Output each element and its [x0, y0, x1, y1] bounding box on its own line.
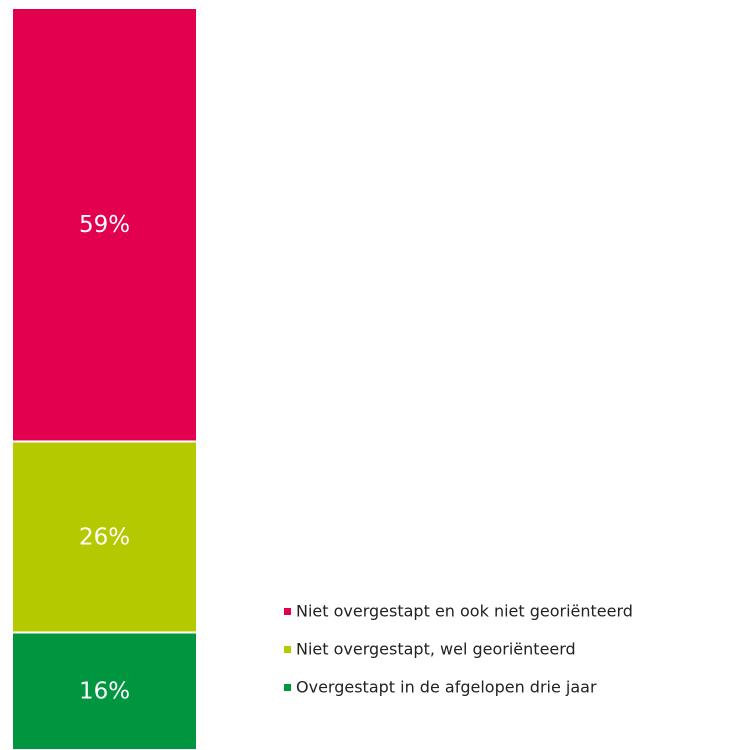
data-label: 59%: [79, 212, 130, 238]
legend-swatch: [284, 684, 291, 691]
legend-label: Niet overgestapt en ook niet georiënteer…: [296, 602, 633, 621]
legend-label: Niet overgestapt, wel georiënteerd: [296, 640, 576, 659]
legend-label: Overgestapt in de afgelopen drie jaar: [296, 678, 597, 697]
legend-swatch: [284, 646, 291, 653]
bar-segment: [11, 631, 198, 750]
legend-swatch: [284, 608, 291, 615]
bar-segment: [11, 7, 198, 443]
data-label: 16%: [79, 679, 130, 705]
bar-segment: [11, 440, 198, 634]
data-label: 26%: [79, 524, 130, 550]
